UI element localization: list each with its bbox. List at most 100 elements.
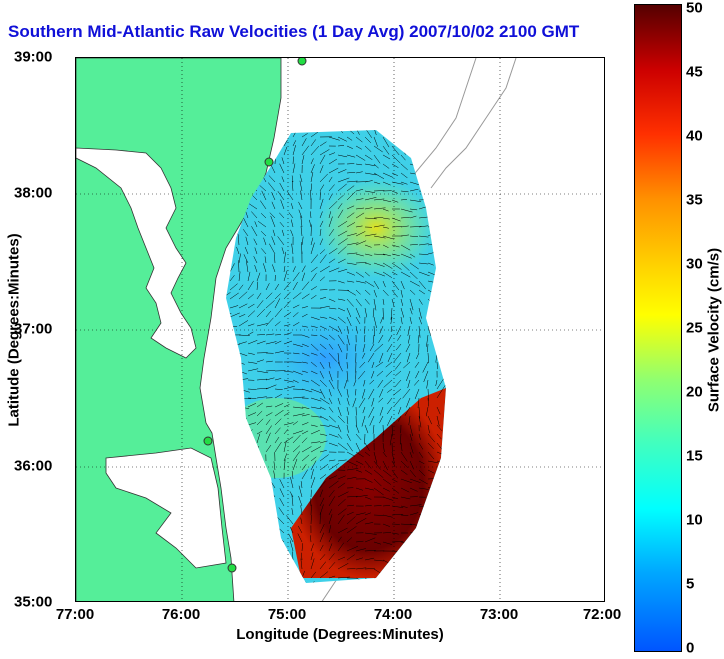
- velocity-arrow: [337, 514, 345, 525]
- velocity-arrow: [247, 280, 254, 291]
- velocity-arrow: [229, 489, 232, 498]
- velocity-arrow: [229, 442, 236, 453]
- velocity-arrow: [400, 154, 406, 161]
- velocity-arrow: [409, 550, 421, 554]
- velocity-arrow: [408, 415, 411, 426]
- velocity-arrow: [328, 525, 332, 534]
- velocity-arrow: [254, 500, 258, 507]
- velocity-arrow: [364, 197, 377, 201]
- velocity-arrow: [426, 334, 429, 347]
- velocity-arrow: [387, 397, 393, 405]
- velocity-arrow: [355, 289, 361, 295]
- velocity-arrow: [328, 152, 336, 156]
- velocity-arrow: [238, 458, 243, 471]
- velocity-arrow: [355, 557, 363, 561]
- velocity-arrow: [436, 415, 440, 427]
- colorbar-tick-label: 0: [686, 639, 695, 657]
- velocity-arrow: [374, 343, 384, 352]
- velocity-arrow: [337, 268, 348, 273]
- velocity-arrow: [263, 263, 267, 273]
- velocity-arrow: [355, 262, 367, 264]
- velocity-arrow: [346, 171, 356, 174]
- velocity-arrow: [364, 451, 371, 457]
- velocity-arrow: [328, 406, 334, 413]
- velocity-arrow: [238, 334, 250, 336]
- velocity-arrow: [391, 550, 399, 552]
- velocity-arrow: [247, 368, 259, 372]
- velocity-arrow: [320, 584, 326, 587]
- velocity-arrow: [368, 388, 375, 400]
- velocity-arrow: [236, 549, 240, 561]
- velocity-arrow: [355, 189, 364, 192]
- velocity-arrow: [391, 559, 401, 564]
- velocity-arrow: [406, 397, 411, 408]
- velocity-arrow: [391, 190, 398, 194]
- velocity-arrow: [373, 190, 385, 192]
- velocity-arrow: [229, 244, 232, 255]
- velocity-arrow: [310, 424, 318, 427]
- velocity-arrow: [427, 424, 430, 434]
- x-axis-title: Longitude (Degrees:Minutes): [236, 626, 444, 643]
- velocity-arrow: [445, 343, 446, 352]
- velocity-arrow: [355, 130, 360, 135]
- velocity-arrow: [445, 433, 446, 440]
- velocity-arrow: [347, 587, 357, 589]
- colorbar-tick-label: 20: [686, 383, 703, 401]
- velocity-arrow: [301, 543, 303, 552]
- velocity-arrow: [382, 226, 389, 229]
- velocity-arrow: [256, 433, 261, 444]
- velocity-arrow: [400, 451, 408, 462]
- velocity-arrow: [290, 477, 294, 489]
- velocity-arrow: [266, 507, 276, 516]
- velocity-arrow: [238, 449, 241, 462]
- velocity-arrow: [373, 505, 382, 507]
- velocity-arrow: [310, 498, 312, 507]
- velocity-arrow: [409, 442, 414, 454]
- velocity-arrow: [328, 397, 333, 404]
- velocity-arrow: [274, 393, 283, 399]
- velocity-arrow: [409, 188, 419, 192]
- velocity-arrow: [427, 171, 440, 174]
- velocity-arrow: [283, 281, 291, 291]
- velocity-arrow: [319, 198, 324, 210]
- station-marker: [227, 563, 237, 573]
- velocity-arrow: [346, 433, 351, 441]
- velocity-arrow: [409, 577, 420, 583]
- velocity-arrow: [256, 396, 267, 399]
- velocity-arrow: [337, 475, 346, 480]
- velocity-arrow: [226, 370, 229, 377]
- velocity-arrow: [251, 211, 258, 219]
- velocity-arrow: [337, 280, 345, 284]
- velocity-arrow: [427, 547, 435, 552]
- velocity-arrow: [337, 527, 348, 534]
- velocity-arrow: [266, 517, 276, 525]
- velocity-arrow: [229, 422, 238, 426]
- velocity-arrow: [436, 361, 438, 370]
- velocity-arrow: [243, 217, 249, 228]
- velocity-arrow: [346, 388, 349, 398]
- velocity-arrow: [355, 298, 362, 307]
- colorbar-tick-label: 25: [686, 319, 703, 337]
- velocity-arrow: [291, 566, 294, 579]
- velocity-arrow: [283, 580, 286, 583]
- velocity-arrow: [310, 535, 312, 543]
- velocity-arrow: [244, 479, 249, 489]
- velocity-arrow: [445, 316, 446, 326]
- velocity-arrow: [298, 495, 303, 507]
- velocity-arrow: [279, 163, 285, 174]
- velocity-arrow: [427, 388, 429, 401]
- y-tick-label: 36:00: [14, 457, 53, 475]
- velocity-arrow: [400, 568, 410, 573]
- velocity-arrow: [346, 289, 356, 296]
- velocity-arrow: [241, 496, 249, 507]
- velocity-arrow: [427, 529, 439, 534]
- velocity-arrow: [292, 322, 300, 327]
- velocity-arrow: [418, 307, 422, 319]
- velocity-arrow: [279, 212, 285, 219]
- velocity-arrow: [346, 460, 358, 467]
- velocity-arrow: [445, 563, 446, 570]
- velocity-arrow: [346, 298, 354, 307]
- velocity-arrow: [390, 325, 393, 333]
- velocity-arrow: [364, 244, 372, 248]
- velocity-arrow: [445, 384, 446, 399]
